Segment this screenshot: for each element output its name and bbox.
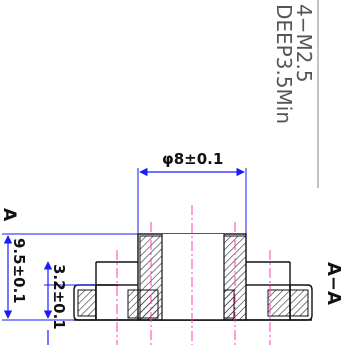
hatch-right-outer <box>289 289 309 317</box>
section-label: A−A <box>323 262 344 305</box>
flange-label: 3.2±0.1 <box>50 264 68 330</box>
thread-note: 4−M2.5 DEEP3.5Min <box>272 0 319 188</box>
diameter-dimension: φ8±0.1 <box>137 150 247 234</box>
hatch-left-tab <box>77 289 97 317</box>
center-bore <box>162 234 224 320</box>
section-marker-left: A <box>0 208 19 222</box>
thread-spec-text: 4−M2.5 <box>292 4 316 83</box>
thread-depth-text: DEEP3.5Min <box>272 4 296 124</box>
hatch-right-tab <box>267 289 291 317</box>
centerlines <box>116 205 271 345</box>
part-section <box>73 233 313 321</box>
diameter-label: φ8±0.1 <box>162 150 223 168</box>
height-label: 9.5±0.1 <box>10 238 28 304</box>
left-dimensions: A 9.5±0.1 3.2±0.1 <box>0 208 138 345</box>
